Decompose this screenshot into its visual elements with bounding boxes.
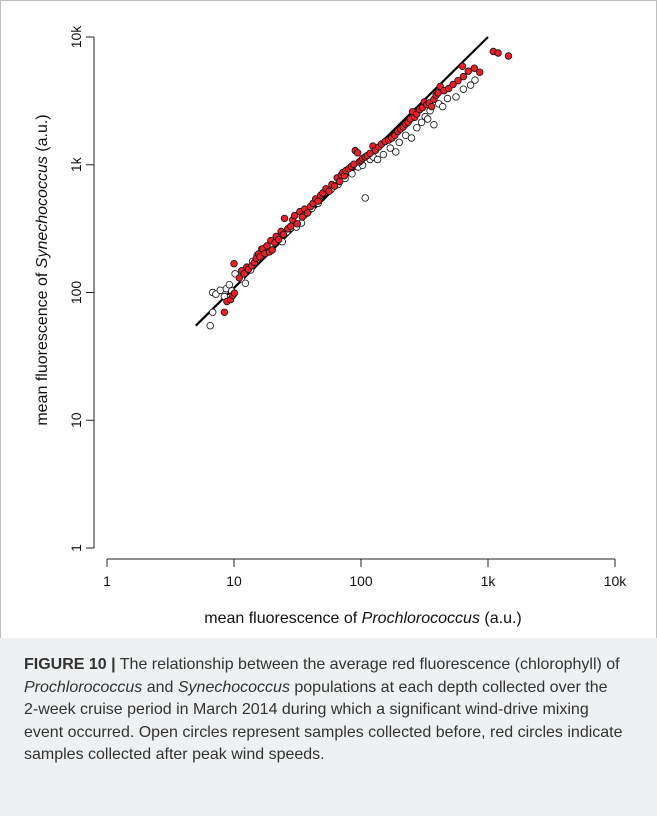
data-point-after: [366, 149, 374, 157]
data-point-after: [279, 230, 288, 239]
data-point-after: [240, 270, 248, 278]
data-point-before: [395, 138, 403, 146]
x-tick-label: 1: [103, 573, 111, 589]
data-point-before: [373, 155, 382, 164]
data-point-before: [216, 286, 224, 294]
data-point-after: [280, 214, 289, 223]
data-point-before: [459, 85, 468, 93]
data-point-before: [392, 148, 400, 156]
data-point-after: [504, 52, 513, 60]
data-point-after: [336, 177, 344, 186]
data-point-after: [298, 213, 306, 221]
data-point-before: [225, 281, 234, 289]
data-point-before: [208, 308, 217, 316]
y-axis-label: mean fluorescence of Synechococcus (a.u.…: [34, 114, 51, 425]
x-tick-label: 10k: [604, 573, 628, 589]
data-point-after: [428, 102, 436, 111]
data-point-before: [443, 94, 452, 103]
data-point-before: [241, 279, 250, 287]
data-point-after: [220, 308, 229, 316]
data-point-before: [413, 123, 421, 132]
data-point-after: [449, 80, 457, 89]
data-point-after: [494, 49, 502, 57]
data-point-before: [206, 322, 214, 330]
points-group: [206, 47, 513, 330]
data-point-after: [330, 182, 339, 190]
data-point-after: [287, 222, 295, 230]
x-tick-label: 1k: [481, 573, 497, 589]
data-point-before: [348, 170, 356, 178]
y-tick-label: 1: [68, 544, 84, 552]
data-point-before: [452, 93, 460, 101]
y-tick-label: 10k: [68, 25, 84, 49]
data-point-after: [325, 187, 333, 195]
data-point-before: [417, 118, 426, 126]
y-tick-label: 100: [68, 281, 84, 305]
data-point-after: [476, 68, 484, 76]
caption-box: [0, 638, 657, 816]
axes: 1 10 100 1k 10k 1 10 100 1k 10k: [68, 25, 627, 589]
data-point-after: [268, 246, 276, 254]
figure-caption: FIGURE 10 | The relationship between the…: [24, 656, 623, 764]
data-point-after: [230, 260, 238, 268]
data-point-before: [424, 115, 432, 123]
data-point-after: [256, 253, 264, 261]
data-point-after: [290, 211, 299, 220]
data-point-after: [458, 62, 467, 71]
data-point-after: [353, 149, 362, 157]
y-tick-label: 1k: [68, 156, 84, 172]
data-point-before: [379, 150, 388, 159]
data-point-after: [235, 274, 243, 282]
y-tick-label: 10: [68, 412, 84, 428]
caption-label: FIGURE 10 |: [24, 656, 116, 673]
data-point-after: [470, 64, 478, 72]
data-point-before: [386, 144, 394, 152]
data-point-after: [464, 67, 472, 75]
x-axis-label: mean fluorescence of Prochlorococcus (a.…: [204, 610, 522, 627]
data-point-before: [471, 76, 479, 84]
data-point-before: [439, 102, 447, 111]
data-point-after: [454, 76, 462, 85]
x-tick-label: 10: [226, 573, 242, 589]
data-point-before: [361, 194, 369, 202]
data-point-after: [293, 220, 301, 228]
data-point-after: [275, 235, 283, 244]
data-point-before: [430, 120, 438, 129]
data-point-after: [303, 209, 312, 217]
x-tick-label: 100: [349, 573, 373, 589]
data-point-before: [466, 81, 475, 89]
data-point-after: [459, 72, 468, 81]
data-point-after: [230, 289, 239, 297]
scatter-plot: 1 10 100 1k 10k 1 10 100 1k 10k mean fluorescence…: [34, 25, 627, 627]
data-point-before: [407, 134, 416, 142]
